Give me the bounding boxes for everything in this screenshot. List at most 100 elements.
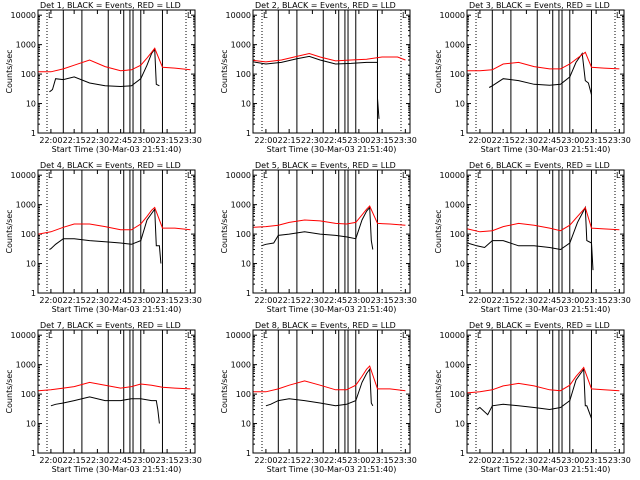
edge-marker-label: L (616, 171, 621, 180)
series-lld-line (38, 381, 191, 392)
x-tick-label: 22:45 (109, 456, 132, 465)
y-tick-label: 10 (26, 420, 36, 429)
y-tick-label: 10 (455, 260, 465, 269)
y-tick-label: 10 (455, 100, 465, 109)
x-axis-label: Start Time (30-Mar-03 21:51:40) (481, 145, 611, 154)
x-axis-label: Start Time (30-Mar-03 21:51:40) (52, 145, 182, 154)
panel-title: Det 9, BLACK = Events, RED = LLD (469, 321, 610, 330)
x-tick-label: 22:00 (468, 456, 491, 465)
y-tick-label: 100 (450, 230, 465, 239)
series-events-line (49, 207, 162, 264)
x-tick-label: 22:30 (86, 456, 109, 465)
plot-frame (466, 9, 625, 134)
edge-marker-label: L (187, 171, 192, 180)
plot-frame (466, 169, 625, 294)
x-tick-label: 22:15 (492, 136, 515, 145)
y-tick-label: 1000 (231, 361, 251, 370)
series-lld-line (253, 52, 406, 63)
series-lld-line (253, 365, 406, 393)
x-tick-label: 22:30 (86, 136, 109, 145)
y-tick-label: 10 (241, 420, 251, 429)
plot-frame (466, 329, 625, 454)
edge-marker-label: L (263, 171, 268, 180)
x-tick-label: 23:00 (347, 296, 370, 305)
x-tick-label: 22:30 (515, 456, 538, 465)
y-tick-label: 1000 (16, 361, 36, 370)
x-tick-label: 23:00 (561, 296, 584, 305)
edge-marker-label: L (477, 11, 482, 20)
x-tick-label: 22:15 (63, 136, 86, 145)
series-events-line (50, 396, 160, 424)
edge-marker-label: L (263, 331, 268, 340)
edge-marker-label: L (187, 11, 192, 20)
x-tick-label: 22:00 (39, 136, 62, 145)
y-tick-label: 1 (246, 289, 251, 298)
x-tick-label: 22:45 (538, 456, 561, 465)
y-tick-label: 1 (246, 129, 251, 138)
x-axis-label: Start Time (30-Mar-03 21:51:40) (267, 305, 397, 314)
series-events-line (488, 52, 592, 95)
panel-title: Det 8, BLACK = Events, RED = LLD (255, 321, 396, 330)
x-tick-label: 23:30 (179, 296, 202, 305)
y-tick-label: 1000 (445, 41, 465, 50)
x-tick-label: 23:15 (585, 296, 608, 305)
y-tick-label: 1 (460, 289, 465, 298)
y-axis-label: Counts/sec (5, 49, 14, 93)
x-tick-label: 22:00 (468, 136, 491, 145)
x-tick-label: 23:15 (371, 456, 394, 465)
x-tick-label: 22:45 (109, 136, 132, 145)
x-tick-label: 23:15 (156, 456, 179, 465)
plot-frame (252, 329, 411, 454)
plot-frame (37, 329, 196, 454)
series-events-line (265, 367, 374, 407)
x-tick-label: 23:00 (347, 136, 370, 145)
x-tick-label: 22:45 (324, 456, 347, 465)
y-axis-label: Counts/sec (220, 369, 229, 413)
y-tick-label: 1000 (231, 41, 251, 50)
x-tick-label: 23:30 (394, 456, 417, 465)
x-tick-label: 23:30 (608, 296, 631, 305)
plot-frame (37, 9, 196, 134)
panel-title: Det 6, BLACK = Events, RED = LLD (469, 161, 610, 170)
y-tick-label: 10000 (11, 331, 36, 340)
panel-title: Det 5, BLACK = Events, RED = LLD (255, 161, 396, 170)
plot-frame (252, 9, 411, 134)
y-tick-label: 10000 (226, 11, 251, 20)
y-tick-label: 10 (26, 260, 36, 269)
x-tick-label: 23:00 (132, 296, 155, 305)
edge-marker-label: L (48, 331, 53, 340)
edge-marker-label: L (263, 11, 268, 20)
y-tick-label: 1 (246, 449, 251, 458)
x-tick-label: 22:45 (324, 136, 347, 145)
y-tick-label: 100 (21, 70, 36, 79)
x-tick-label: 22:30 (515, 136, 538, 145)
series-lld-line (253, 205, 406, 228)
y-tick-label: 1000 (445, 361, 465, 370)
edge-marker-label: L (48, 171, 53, 180)
panel-title: Det 2, BLACK = Events, RED = LLD (255, 1, 396, 10)
x-tick-label: 23:00 (347, 456, 370, 465)
series-events-line (49, 47, 160, 93)
series-events-line (253, 55, 380, 119)
plot-frame (252, 169, 411, 294)
edge-marker-label: L (616, 331, 621, 340)
y-axis-label: Counts/sec (220, 49, 229, 93)
y-tick-label: 10000 (226, 171, 251, 180)
y-tick-label: 10000 (226, 331, 251, 340)
y-axis-label: Counts/sec (434, 49, 443, 93)
edge-marker-label: L (402, 171, 407, 180)
edge-marker-label: L (402, 11, 407, 20)
edge-marker-label: L (402, 331, 407, 340)
x-tick-label: 22:30 (301, 456, 324, 465)
x-axis-label: Start Time (30-Mar-03 21:51:40) (481, 465, 611, 474)
x-tick-label: 22:00 (39, 456, 62, 465)
y-tick-label: 1 (460, 449, 465, 458)
plot-frame (37, 169, 196, 294)
y-tick-label: 100 (21, 230, 36, 239)
y-tick-label: 10000 (11, 11, 36, 20)
